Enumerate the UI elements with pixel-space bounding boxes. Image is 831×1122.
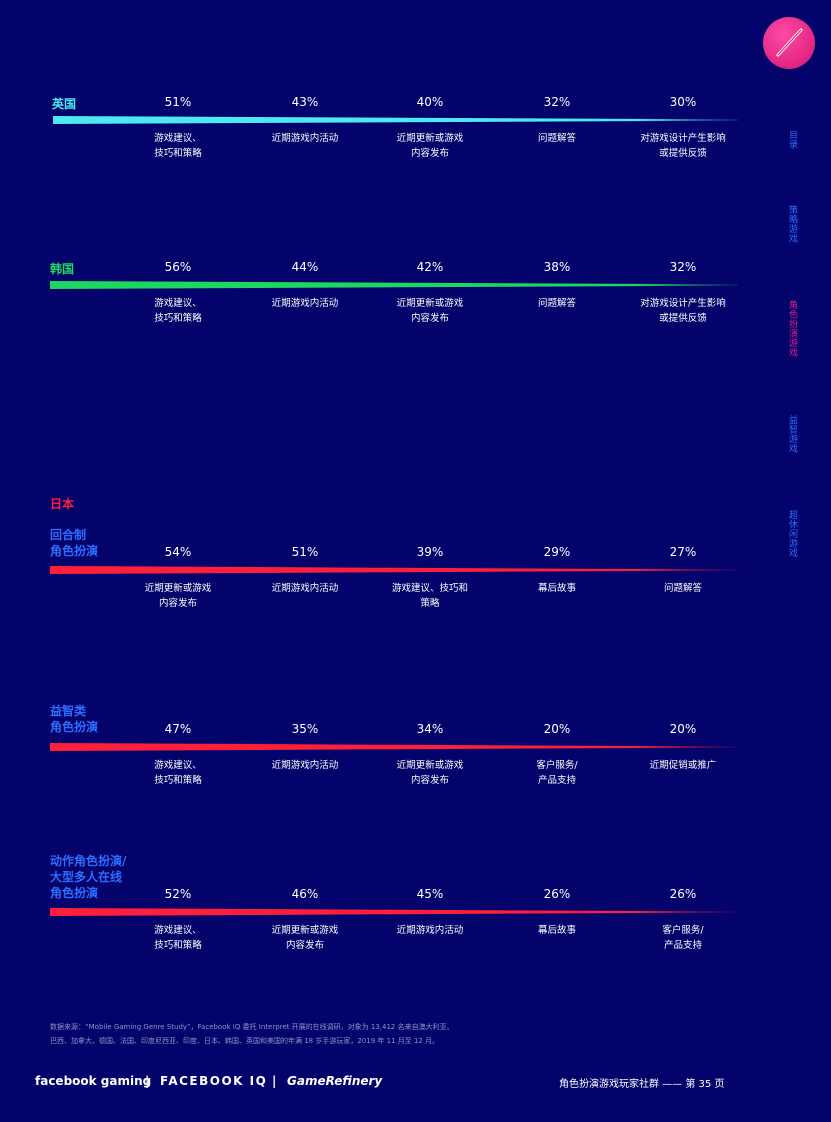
value-label: 20% (669, 722, 697, 736)
category-label: 客户服务/ 产品支持 (536, 760, 578, 786)
category-label: 近期游戏内活动 (271, 760, 339, 771)
category-label: 近期更新或游戏 内容发布 (396, 133, 464, 159)
category-label: 游戏建议、 技巧和策略 (154, 925, 202, 951)
value-label: 39% (416, 545, 444, 559)
value-label: 38% (543, 260, 571, 274)
category-label: 游戏建议、 技巧和策略 (154, 760, 202, 786)
category-label: 近期游戏内活动 (396, 925, 464, 936)
category-label: 游戏建议、 技巧和策略 (154, 133, 202, 159)
genre-label: 回合制 角色扮演 (50, 528, 99, 558)
value-label: 51% (291, 545, 319, 559)
trend-bar (50, 281, 738, 289)
value-label: 29% (543, 545, 571, 559)
nav-item-rpg[interactable]: 角色扮演游戏 (787, 300, 797, 357)
category-label: 幕后故事 (537, 925, 576, 936)
category-label: 问题解答 (537, 298, 576, 309)
trend-bar (50, 908, 738, 916)
trend-bar (53, 116, 738, 124)
category-label: 对游戏设计产生影响 或提供反馈 (640, 298, 726, 324)
value-label: 43% (291, 95, 319, 109)
category-label: 近期更新或游戏 内容发布 (396, 760, 464, 786)
value-label: 46% (291, 887, 319, 901)
value-label: 45% (416, 887, 444, 901)
brush-icon[interactable] (763, 17, 815, 69)
source-note: 数据来源：“Mobile Gaming Genre Study”，Faceboo… (50, 1023, 454, 1045)
genre-label: 益智类 角色扮演 (50, 704, 99, 734)
category-label: 近期更新或游戏 内容发布 (396, 298, 464, 324)
value-label: 44% (291, 260, 319, 274)
trend-bar (50, 566, 738, 574)
footer-separator: | (145, 1074, 150, 1088)
page-footer: 角色扮演游戏玩家社群 —— 第 35 页 (559, 1079, 725, 1090)
value-label: 32% (543, 95, 571, 109)
value-label: 47% (164, 722, 192, 736)
category-label: 近期更新或游戏 内容发布 (271, 925, 339, 951)
bar-shape (50, 566, 738, 574)
category-label: 近期游戏内活动 (271, 583, 339, 594)
value-label: 54% (164, 545, 192, 559)
trend-bar (50, 743, 738, 751)
chart-title: 韩国 (50, 262, 75, 276)
category-label: 近期游戏内活动 (271, 133, 339, 144)
category-label: 游戏建议、技巧和 策略 (391, 583, 468, 609)
nav-item-hypercasual[interactable]: 超休闲游戏 (787, 510, 797, 558)
value-label: 27% (669, 545, 697, 559)
category-label: 客户服务/ 产品支持 (662, 925, 704, 951)
value-label: 42% (416, 260, 444, 274)
value-label: 30% (669, 95, 697, 109)
value-label: 51% (164, 95, 192, 109)
facebook-gaming-logo: facebook gaming (35, 1074, 152, 1088)
value-label: 32% (669, 260, 697, 274)
genre-label: 动作角色扮演/ 大型多人在线 角色扮演 (50, 854, 127, 900)
footer-separator-2: | (272, 1074, 277, 1088)
value-label: 26% (543, 887, 571, 901)
value-label: 56% (164, 260, 192, 274)
value-label: 20% (543, 722, 571, 736)
facebook-iq-logo: FACEBOOK IQ (160, 1074, 268, 1088)
value-label: 52% (164, 887, 192, 901)
category-label: 幕后故事 (537, 583, 576, 594)
category-label: 对游戏设计产生影响 或提供反馈 (640, 133, 726, 159)
gamerefinery-logo: GameRefinery (287, 1074, 383, 1088)
nav-item-toc[interactable]: 目录 (787, 130, 797, 149)
japan-heading: 日本 (50, 497, 75, 511)
chart-title: 英国 (52, 97, 77, 111)
bar-shape (53, 116, 738, 124)
bar-shape (50, 743, 738, 751)
category-label: 游戏建议、 技巧和策略 (154, 298, 202, 324)
category-label: 近期游戏内活动 (271, 298, 339, 309)
value-label: 40% (416, 95, 444, 109)
value-label: 26% (669, 887, 697, 901)
value-label: 34% (416, 722, 444, 736)
nav-item-puzzle[interactable]: 益智游戏 (787, 415, 797, 453)
category-label: 问题解答 (537, 133, 576, 144)
category-label: 问题解答 (663, 583, 702, 594)
nav-item-strategy[interactable]: 策略游戏 (787, 205, 797, 243)
value-label: 35% (291, 722, 319, 736)
category-label: 近期促销或推广 (649, 760, 717, 771)
bar-shape (50, 908, 738, 916)
category-label: 近期更新或游戏 内容发布 (144, 583, 212, 609)
bar-shape (50, 281, 738, 289)
